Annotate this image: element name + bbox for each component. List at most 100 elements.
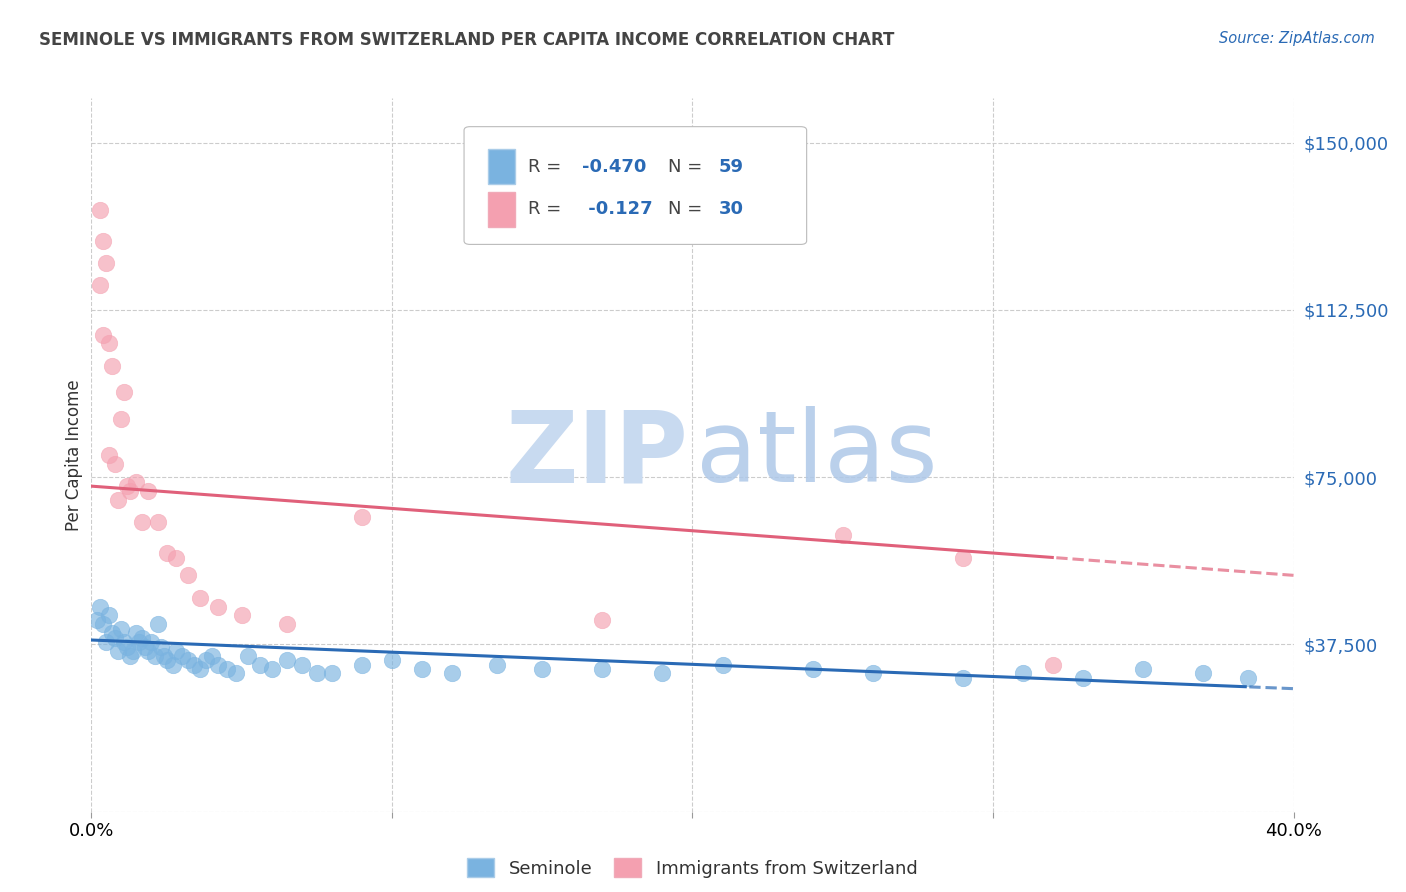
Text: R =: R = xyxy=(527,158,567,176)
Point xyxy=(98,448,121,462)
Point xyxy=(93,327,115,342)
Point xyxy=(96,635,118,649)
Point xyxy=(350,657,373,672)
Point xyxy=(125,626,148,640)
Point xyxy=(165,550,187,565)
Point xyxy=(531,662,554,676)
Point xyxy=(1071,671,1094,685)
Point xyxy=(952,671,974,685)
Point xyxy=(201,648,224,663)
Point xyxy=(381,653,404,667)
Point xyxy=(183,657,205,672)
Point xyxy=(207,599,229,614)
Text: 30: 30 xyxy=(718,201,744,219)
Point xyxy=(104,631,127,645)
Point xyxy=(1237,671,1260,685)
Point xyxy=(486,657,509,672)
Text: 59: 59 xyxy=(718,158,744,176)
Point xyxy=(101,359,124,373)
Point xyxy=(276,653,298,667)
Point xyxy=(89,278,111,293)
Point xyxy=(98,608,121,623)
Point xyxy=(117,479,139,493)
Point xyxy=(1132,662,1154,676)
Point xyxy=(131,631,153,645)
Point xyxy=(591,662,613,676)
Point xyxy=(207,657,229,672)
Point xyxy=(110,412,132,426)
FancyBboxPatch shape xyxy=(464,127,807,244)
Point xyxy=(114,635,136,649)
Text: -0.127: -0.127 xyxy=(582,201,652,219)
Point xyxy=(1192,666,1215,681)
Point xyxy=(93,617,115,632)
Text: R =: R = xyxy=(527,201,567,219)
Point xyxy=(188,662,211,676)
Point xyxy=(591,613,613,627)
Point xyxy=(146,515,169,529)
Point xyxy=(801,662,824,676)
Text: N =: N = xyxy=(668,201,709,219)
Point xyxy=(276,617,298,632)
Point xyxy=(138,644,160,658)
Point xyxy=(128,635,150,649)
Point xyxy=(131,515,153,529)
Point xyxy=(1012,666,1035,681)
FancyBboxPatch shape xyxy=(488,150,515,184)
Point xyxy=(1042,657,1064,672)
Text: N =: N = xyxy=(668,158,709,176)
Text: atlas: atlas xyxy=(696,407,938,503)
Point xyxy=(411,662,433,676)
Text: -0.470: -0.470 xyxy=(582,158,647,176)
Point xyxy=(141,635,163,649)
Point xyxy=(350,510,373,524)
Point xyxy=(225,666,247,681)
Point xyxy=(231,608,253,623)
Legend: Seminole, Immigrants from Switzerland: Seminole, Immigrants from Switzerland xyxy=(460,851,925,885)
Point xyxy=(305,666,328,681)
Point xyxy=(215,662,238,676)
Point xyxy=(194,653,217,667)
Point xyxy=(165,644,187,658)
Point xyxy=(291,657,314,672)
Point xyxy=(952,550,974,565)
Point xyxy=(98,336,121,351)
Point xyxy=(155,546,177,560)
Text: Source: ZipAtlas.com: Source: ZipAtlas.com xyxy=(1219,31,1375,46)
Point xyxy=(440,666,463,681)
Point xyxy=(155,653,177,667)
Point xyxy=(96,256,118,270)
Text: ZIP: ZIP xyxy=(506,407,689,503)
Point xyxy=(89,599,111,614)
Point xyxy=(188,591,211,605)
Point xyxy=(862,666,884,681)
Point xyxy=(120,483,142,498)
Point xyxy=(107,644,129,658)
Point xyxy=(149,640,172,654)
Point xyxy=(651,666,673,681)
Point xyxy=(101,626,124,640)
Point xyxy=(122,644,145,658)
Point xyxy=(117,640,139,654)
Y-axis label: Per Capita Income: Per Capita Income xyxy=(65,379,83,531)
Point xyxy=(93,234,115,248)
Point xyxy=(162,657,184,672)
FancyBboxPatch shape xyxy=(488,193,515,227)
Point xyxy=(138,483,160,498)
Point xyxy=(176,568,198,582)
Point xyxy=(107,492,129,507)
Point xyxy=(125,475,148,489)
Point xyxy=(89,202,111,217)
Point xyxy=(711,657,734,672)
Point xyxy=(86,613,108,627)
Point xyxy=(831,528,853,542)
Point xyxy=(143,648,166,663)
Point xyxy=(260,662,283,676)
Point xyxy=(321,666,343,681)
Point xyxy=(249,657,271,672)
Point xyxy=(152,648,174,663)
Point xyxy=(114,385,136,400)
Point xyxy=(110,622,132,636)
Point xyxy=(176,653,198,667)
Point xyxy=(170,648,193,663)
